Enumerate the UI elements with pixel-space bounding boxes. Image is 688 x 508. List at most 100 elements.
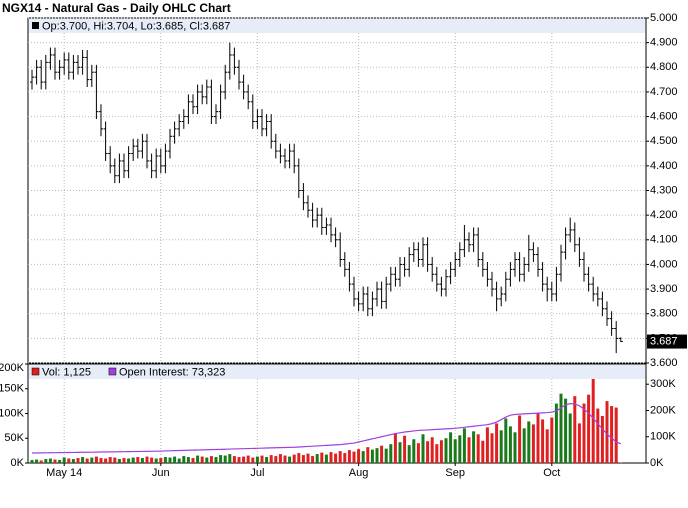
volume-bar — [311, 456, 315, 463]
volume-bar — [403, 435, 407, 463]
volume-bar — [94, 456, 98, 463]
volume-bar — [458, 435, 462, 463]
volume-bar — [127, 458, 131, 463]
volume-bar — [168, 457, 172, 463]
y-tick-label: 4.500 — [650, 135, 678, 147]
y2-tick-label: 200K — [650, 404, 676, 416]
volume-bar — [573, 396, 577, 463]
y-tick-label: 3.800 — [650, 308, 678, 320]
volume-bar — [527, 421, 531, 463]
volume-bar — [131, 457, 135, 463]
volume-bar — [495, 423, 499, 463]
volume-bar — [485, 427, 489, 463]
volume-bar — [150, 457, 154, 463]
x-tick-label: Jun — [152, 467, 170, 479]
volume-bar — [288, 456, 292, 463]
volume-bar — [297, 453, 301, 463]
volume-bar — [324, 454, 328, 463]
volume-bar — [159, 458, 163, 463]
volume-bar — [449, 432, 453, 463]
volume-bar — [53, 459, 57, 463]
volume-bar — [71, 459, 75, 463]
y-tick-label: 100K — [0, 407, 25, 419]
volume-bar — [370, 449, 374, 463]
x-tick-label: Jul — [250, 467, 264, 479]
volume-bar — [274, 456, 278, 463]
volume-bar — [214, 457, 218, 463]
volume-bar — [30, 460, 34, 463]
volume-bar — [117, 459, 121, 463]
volume-bar — [587, 394, 591, 463]
volume-bar — [596, 408, 600, 463]
volume-bar — [380, 445, 384, 463]
y-tick-label: 3.600 — [650, 357, 678, 369]
volume-bar — [196, 455, 200, 463]
volume-bar — [104, 458, 108, 463]
volume-bar — [301, 455, 305, 463]
x-tick-label: Sep — [445, 467, 465, 479]
volume-bar — [545, 429, 549, 463]
volume-bar — [426, 441, 430, 463]
volume-bar — [476, 434, 480, 463]
volume-bar — [265, 457, 269, 463]
legend-label: Open Interest: 73,323 — [119, 366, 225, 378]
y-tick-label: 3.900 — [650, 283, 678, 295]
volume-bar — [219, 455, 223, 463]
volume-bar — [48, 458, 52, 463]
volume-bar — [136, 457, 140, 463]
open-interest-line — [31, 403, 622, 454]
volume-bar — [518, 415, 522, 463]
volume-bar — [421, 434, 425, 463]
volume-bar — [251, 457, 255, 463]
volume-bar — [554, 403, 558, 463]
volume-bar — [467, 437, 471, 463]
y-tick-label: 4.900 — [650, 37, 678, 49]
volume-bar — [260, 455, 264, 463]
volume-bar — [513, 432, 517, 463]
volume-bar — [228, 454, 232, 463]
volume-bar — [35, 459, 39, 463]
volume-bar — [357, 449, 361, 463]
y-tick-label: 4.100 — [650, 234, 678, 246]
volume-bar — [205, 457, 209, 463]
volume-bar — [242, 456, 246, 463]
volume-bar — [531, 424, 535, 463]
volume-bar — [90, 457, 94, 463]
y-tick-label: 0K — [11, 457, 25, 469]
y-tick-label: 4.200 — [650, 209, 678, 221]
volume-bar — [444, 438, 448, 463]
volume-bar — [232, 456, 236, 463]
volume-bar — [614, 407, 618, 463]
volume-bar — [108, 457, 112, 463]
volume-bar — [472, 431, 476, 463]
volume-bar — [292, 454, 296, 463]
volume-bar — [113, 457, 117, 463]
volume-bar — [76, 458, 80, 463]
y-tick-label: 4.800 — [650, 61, 678, 73]
volume-bar — [246, 455, 250, 463]
volume-bar — [366, 447, 370, 463]
last-price-label: 3.687 — [650, 335, 678, 347]
volume-bar — [329, 452, 333, 463]
legend-bar — [29, 19, 645, 33]
volume-bar — [416, 443, 420, 463]
volume-bar — [343, 453, 347, 463]
volume-bar — [389, 444, 393, 463]
volume-bar — [430, 437, 434, 463]
volume-bar — [283, 455, 287, 463]
volume-bar — [177, 458, 181, 463]
y-tick-label: 50K — [4, 432, 24, 444]
y-tick-label: 4.700 — [650, 86, 678, 98]
volume-bar — [182, 456, 186, 463]
volume-bar — [99, 458, 103, 463]
volume-bar — [269, 455, 273, 463]
volume-bar — [347, 450, 351, 463]
volume-bar — [320, 452, 324, 463]
y-tick-label: 4.400 — [650, 160, 678, 172]
volume-bar — [122, 458, 126, 463]
volume-bar — [85, 458, 89, 463]
volume-bar — [315, 454, 319, 463]
legend-label: Vol: 1,125 — [42, 366, 91, 378]
y2-tick-label: 0K — [650, 457, 664, 469]
volume-bar — [550, 417, 554, 463]
